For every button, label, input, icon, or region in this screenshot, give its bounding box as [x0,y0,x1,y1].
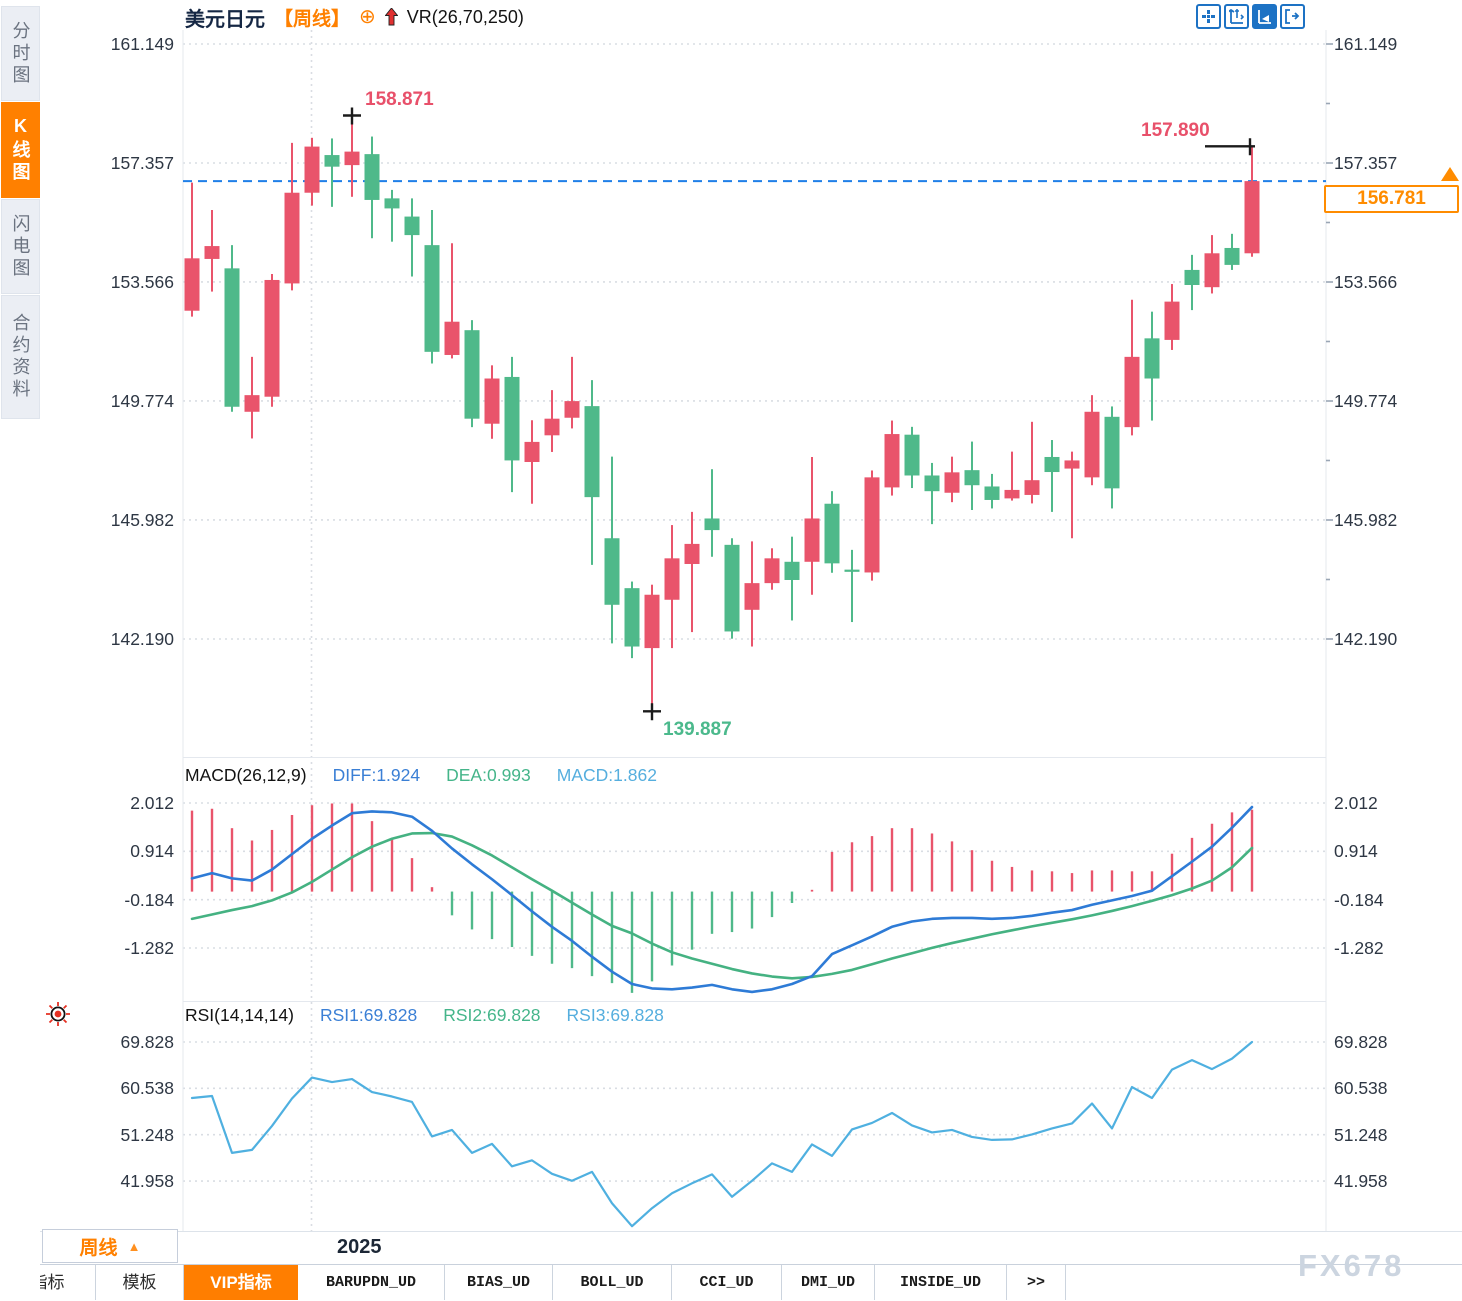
axis-label: 69.828 [1334,1032,1388,1052]
tab-cci-ud[interactable]: CCI_UD [672,1265,782,1300]
axis-label: 69.828 [120,1032,174,1052]
axis-label: 41.958 [120,1171,174,1191]
rsi2-value: RSI2:69.828 [443,1005,541,1025]
pane-layout-icon[interactable] [1196,4,1221,29]
tab-inside-ud[interactable]: INSIDE_UD [875,1265,1007,1300]
macd-title: MACD(26,12,9) [185,765,307,785]
swing-high-label: 158.871 [365,89,434,110]
axis-label: 142.190 [1334,628,1398,649]
add-indicator-icon[interactable]: ⊕ [359,6,376,28]
rsi1-value: RSI1:69.828 [319,1005,418,1025]
axis-label: 41.958 [1334,1171,1388,1191]
price-up-arrow-icon [1441,167,1459,181]
macd-diff-value: DIFF:1.924 [332,765,421,785]
symbol-name: 美元日元 [185,8,265,31]
axis-label: 153.566 [1334,271,1398,292]
rsi-title: RSI(14,14,14) [185,1005,294,1025]
chart-header: 美元日元 【周线】 ⊕ VR(26,70,250) [185,3,524,31]
x-axis-year-label: 2025 [337,1236,382,1258]
swing-low-label: 139.887 [663,719,732,740]
period-selector-arrow-icon: ▲ [127,1238,141,1254]
axis-label: 149.774 [1334,390,1398,411]
sidebar-item-contract-info[interactable]: 合约资料 [1,295,40,419]
tab-boll-ud[interactable]: BOLL_UD [553,1265,672,1300]
axis-label: 153.566 [110,271,174,292]
period-tag: 【周线】 [274,8,351,30]
axis-label: 60.538 [1334,1078,1388,1099]
tab-templates[interactable]: 模板 [96,1265,184,1300]
axis-label: -0.184 [124,889,174,910]
axis-label: -0.184 [1334,889,1384,910]
rsi-header: RSI(14,14,14) RSI1:69.828 RSI2:69.828 RS… [185,1005,664,1026]
axis-label: 2.012 [130,793,174,813]
axis-label: 161.149 [1334,34,1398,54]
axis-label: 142.190 [110,628,174,649]
current-price-badge: 156.781 [1324,185,1459,213]
axis-label: 2.012 [1334,793,1378,813]
axis-label: -1.282 [124,938,174,958]
axis-range-icon[interactable] [1224,4,1249,29]
period-selector-label: 周线 [79,1237,118,1259]
axis-label: 51.248 [1334,1124,1388,1145]
axis-label: 0.914 [130,841,174,862]
x-axis-strip: 周线 ▲ 2025 [0,1229,1462,1264]
chart-toolbar [1196,4,1305,29]
sidebar-item-time-chart[interactable]: 分时图 [1,6,40,101]
axis-label: 157.357 [1334,153,1398,173]
indicator-tabbar: 指标 模板 VIP指标 BARUPDN_UD BIAS_UD BOLL_UD C… [0,1264,1462,1301]
sidebar-item-kline-chart[interactable]: K线图 [1,102,40,198]
indicator-label: VR(26,70,250) [406,6,524,27]
rsi3-value: RSI3:69.828 [566,1005,664,1025]
axis-label: 157.357 [110,153,174,173]
latest-high-label: 157.890 [1141,120,1210,141]
axis-label: 149.774 [110,390,174,411]
sidebar-item-flash-chart[interactable]: 闪电图 [1,199,40,294]
tab-more[interactable]: >> [1007,1265,1066,1300]
left-sidebar: 分时图 K线图 闪电图 合约资料 [0,0,40,1300]
axis-label: 145.982 [1334,509,1398,530]
axis-label: 51.248 [120,1124,174,1145]
axis-label: 0.914 [1334,841,1378,862]
buy-signal-arrow-icon [384,8,398,26]
tab-vip-indicators[interactable]: VIP指标 [184,1265,298,1300]
pane-move-icon[interactable] [1280,4,1305,29]
period-selector-button[interactable]: 周线 ▲ [42,1229,178,1263]
axis-label: 161.149 [110,34,174,54]
macd-dea-value: DEA:0.993 [446,765,531,785]
alert-sun-icon[interactable] [45,1001,71,1032]
auto-scale-icon[interactable] [1252,4,1277,29]
macd-macd-value: MACD:1.862 [556,765,657,785]
tab-dmi-ud[interactable]: DMI_UD [782,1265,875,1300]
axis-label: -1.282 [1334,938,1384,958]
axis-label: 60.538 [120,1078,174,1099]
macd-header: MACD(26,12,9) DIFF:1.924 DEA:0.993 MACD:… [185,765,657,786]
tab-bias-ud[interactable]: BIAS_UD [445,1265,553,1300]
axis-label: 145.982 [110,509,174,530]
tab-barupdn-ud[interactable]: BARUPDN_UD [298,1265,445,1300]
